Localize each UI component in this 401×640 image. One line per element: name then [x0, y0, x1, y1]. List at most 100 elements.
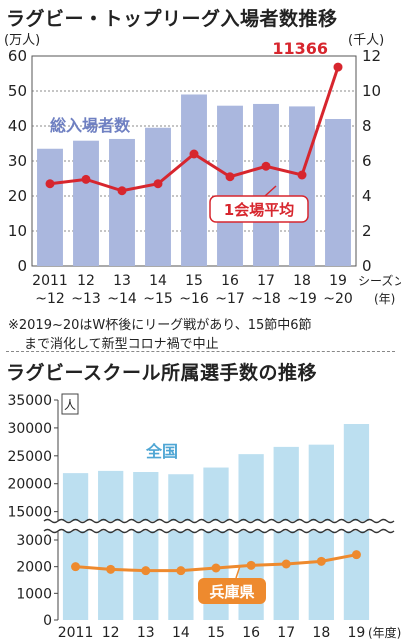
x-tick-label: 16 — [242, 625, 260, 640]
line-point — [106, 564, 116, 574]
right-tick-label: 8 — [362, 117, 372, 135]
bar-total-attendance — [109, 138, 135, 266]
line-point — [211, 563, 221, 573]
line-point — [189, 149, 199, 159]
y-unit-box — [61, 393, 79, 415]
axis-break-line — [43, 518, 395, 524]
right-tick-label: 12 — [362, 47, 381, 65]
lower-tick-label: 3000 — [16, 533, 52, 549]
x-tick-label: 14 — [149, 273, 167, 289]
bar-total-attendance — [217, 105, 243, 266]
x-tick-label: 2011 — [58, 625, 94, 640]
line-point — [316, 556, 326, 566]
x-tick-label-range: ~14 — [107, 291, 137, 307]
upper-tick-label: 15000 — [7, 505, 52, 521]
x-tick-label-range: ~15 — [143, 291, 173, 307]
callout-pointer — [235, 565, 241, 579]
right-tick-label: 0 — [362, 257, 372, 275]
callout-pointer — [264, 185, 277, 197]
school-players-chart: 15000 20000 25000 30000 35000 0 1000 2000 3000 人全… — [7, 393, 401, 640]
series-label-average: 1会場平均 — [224, 201, 294, 219]
x-tick-label: 19 — [348, 625, 366, 640]
bar-total-attendance — [181, 94, 207, 266]
lower-tick-label: 1000 — [16, 586, 52, 602]
x-unit-label: シーズン — [358, 273, 401, 288]
x-tick-label: 2011 — [32, 273, 68, 289]
left-tick-label: 10 — [8, 222, 27, 240]
x-tick-label: 13 — [113, 273, 131, 289]
bar-total-attendance — [289, 106, 315, 267]
footnote: ※2019~20はW杯後にリーグ戦があり、15節中6節 まで消化して新型コロナ禍… — [8, 316, 400, 354]
x-tick-label: 12 — [102, 625, 120, 640]
upper-tick-label: 20000 — [7, 477, 52, 493]
bar-national — [168, 474, 194, 620]
x-tick-label-range: ~19 — [287, 291, 317, 307]
y-unit-label: 人 — [64, 398, 76, 412]
line-point — [45, 179, 55, 189]
x-unit-label-year: (年) — [374, 292, 395, 306]
bar-national — [133, 472, 159, 620]
upper-tick-label: 35000 — [7, 393, 52, 409]
left-tick-label: 20 — [8, 187, 27, 205]
x-unit-label: (年度) — [368, 625, 401, 640]
x-tick-label: 15 — [207, 625, 225, 640]
section-divider — [6, 351, 395, 352]
series-label-national: 全国 — [145, 442, 178, 461]
right-tick-label: 4 — [362, 187, 372, 205]
right-unit-label: (千人) — [348, 33, 384, 48]
x-tick-label: 13 — [137, 625, 155, 640]
footnote-line-1: ※2019~20はW杯後にリーグ戦があり、15節中6節 — [8, 318, 312, 333]
left-tick-label: 50 — [8, 82, 27, 100]
lower-tick-label: 0 — [43, 613, 52, 629]
bar-national — [98, 470, 124, 620]
series-label-hyogo: 兵庫県 — [209, 583, 254, 601]
line-point — [71, 562, 81, 572]
left-unit-label: (万人) — [4, 33, 40, 48]
line-point — [141, 566, 151, 576]
x-tick-label-range: ~20 — [323, 291, 353, 307]
series-label-total: 総入場者数 — [50, 116, 131, 135]
x-tick-label-range: ~17 — [215, 291, 245, 307]
x-tick-label-range: ~13 — [71, 291, 101, 307]
left-tick-label: 30 — [8, 152, 27, 170]
bar-national — [273, 446, 299, 620]
line-point — [333, 62, 343, 72]
left-tick-label: 0 — [17, 257, 27, 275]
chart2-title: ラグビースクール所属選手数の推移 — [6, 362, 318, 384]
bar-total-attendance — [37, 148, 63, 266]
footnote-line-2: まで消化して新型コロナ禍で中止 — [24, 337, 219, 352]
line-point — [176, 566, 186, 576]
line-point — [117, 186, 127, 196]
right-tick-label: 6 — [362, 152, 372, 170]
line-point — [225, 172, 235, 182]
line-point — [297, 170, 307, 180]
x-tick-label: 18 — [293, 273, 311, 289]
lower-tick-label: 2000 — [16, 560, 52, 576]
bar-national — [62, 473, 89, 620]
x-tick-label: 14 — [172, 625, 190, 640]
bar-total-attendance — [253, 103, 279, 266]
callout-box — [198, 578, 266, 604]
right-tick-label: 2 — [362, 222, 372, 240]
line-point — [351, 550, 361, 560]
annotation-value: 11366 — [272, 39, 328, 58]
callout-box — [209, 195, 309, 223]
bar-total-attendance — [145, 127, 171, 266]
upper-tick-label: 30000 — [7, 421, 52, 437]
upper-tick-label: 25000 — [7, 449, 52, 465]
right-tick-label: 10 — [362, 82, 381, 100]
line-point — [281, 559, 291, 569]
x-tick-label-range: ~12 — [35, 291, 65, 307]
line-point — [153, 179, 163, 189]
left-tick-label: 40 — [8, 117, 27, 135]
x-tick-label: 17 — [277, 625, 295, 640]
x-tick-label: 19 — [329, 273, 347, 289]
x-tick-label: 17 — [257, 273, 275, 289]
attendance-chart: 0 10 20 30 40 50 60 0 2 4 6 8 10 12 (万人) (千人) 総入場者数 11366… — [4, 33, 401, 307]
x-tick-label: 16 — [221, 273, 239, 289]
left-tick-label: 60 — [8, 47, 27, 65]
line-point — [261, 161, 271, 171]
x-tick-label: 12 — [77, 273, 95, 289]
line-point — [246, 560, 256, 570]
bar-total-attendance — [325, 119, 351, 266]
